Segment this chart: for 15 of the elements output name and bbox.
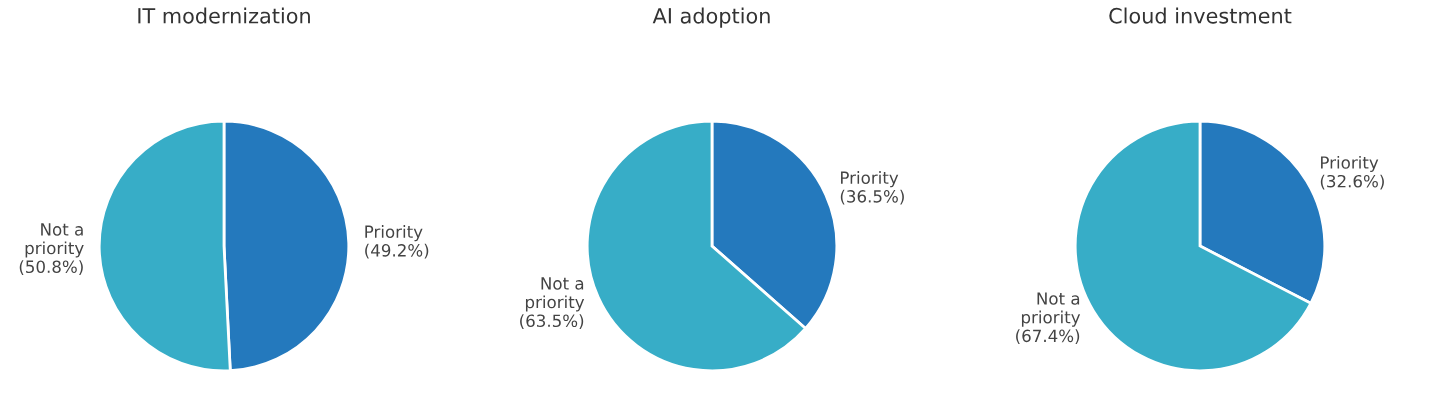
data-label: (67.4%): [1016, 329, 1080, 345]
slice-label: Not a priority: [1021, 292, 1081, 327]
slice-label: Priority: [365, 225, 423, 242]
chart-title: Cloud investment: [1109, 7, 1292, 24]
chart-title: IT modernization: [138, 7, 310, 24]
slice-label: Priority: [1321, 155, 1379, 173]
data-label: (49.2%): [365, 243, 429, 259]
data-label: (36.5%): [840, 189, 904, 205]
data-label: (32.6%): [1320, 174, 1384, 190]
data-label: (63.5%): [520, 314, 584, 329]
chart-title: AI adoption: [652, 7, 770, 28]
slice-label: Not a priority: [25, 223, 84, 258]
slice-label: Not a priority: [525, 277, 585, 312]
slice-label: Priority: [841, 171, 899, 188]
data-label: (50.8%): [19, 260, 83, 275]
